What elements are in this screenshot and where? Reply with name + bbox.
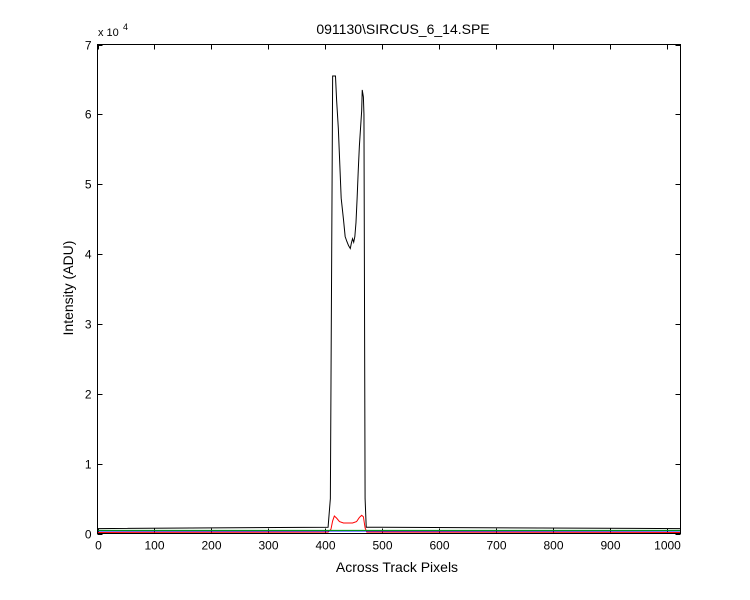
y-tick-label: 4 (85, 248, 92, 262)
y-tick-label: 0 (85, 528, 92, 542)
axis-ticks: 0 100 200 300 400 500 600 700 800 900 1000 0 1 2 3 4 5 6 7 (85, 39, 681, 553)
y-tick-label: 2 (85, 388, 92, 402)
chart-title: 091130\SIRCUS_6_14.SPE (316, 21, 489, 37)
y-multiplier-base: x 10 (98, 27, 119, 39)
y-tick-label: 1 (85, 458, 92, 472)
x-tick-label: 500 (372, 539, 392, 553)
series-line-1 (97, 75, 681, 530)
x-tick-label: 0 (95, 539, 102, 553)
x-tick-label: 700 (486, 539, 506, 553)
y-tick-label: 3 (85, 318, 92, 332)
x-tick-label: 200 (201, 539, 221, 553)
y-tick-label: 6 (85, 108, 92, 122)
y-tick-label: 5 (85, 178, 92, 192)
plot-frame (97, 44, 681, 534)
x-tick-label: 900 (600, 539, 620, 553)
x-tick-label: 100 (144, 539, 164, 553)
x-tick-label: 1000 (654, 539, 681, 553)
x-axis-title: Across Track Pixels (336, 559, 458, 575)
x-tick-label: 400 (315, 539, 335, 553)
data-series (97, 75, 681, 533)
series-line-2 (97, 514, 681, 533)
y-multiplier-exponent: 4 (123, 22, 128, 32)
x-tick-label: 800 (543, 539, 563, 553)
x-tick-label: 600 (429, 539, 449, 553)
y-tick-label: 7 (85, 39, 92, 53)
y-axis-title: Intensity (ADU) (60, 241, 76, 336)
x-tick-label: 300 (258, 539, 278, 553)
